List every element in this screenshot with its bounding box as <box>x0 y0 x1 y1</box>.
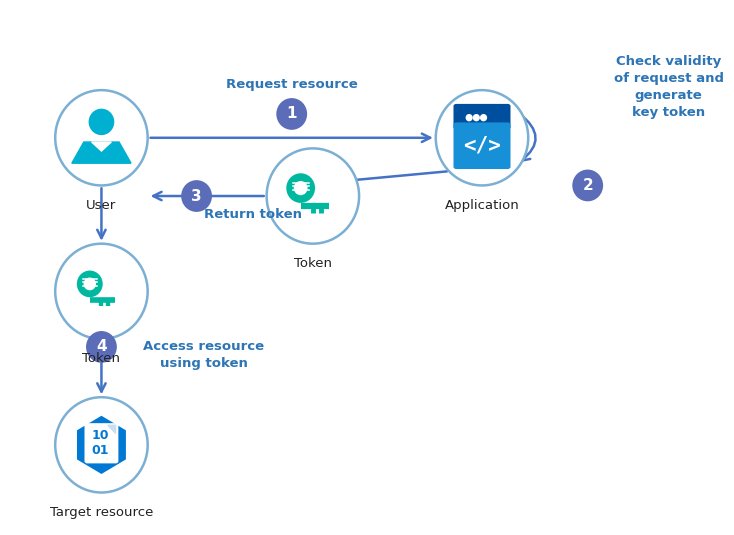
Text: User: User <box>87 198 117 212</box>
Text: Request resource: Request resource <box>226 78 357 91</box>
Text: 1: 1 <box>286 106 297 121</box>
Text: 3: 3 <box>192 188 202 203</box>
Ellipse shape <box>181 180 212 212</box>
Text: 4: 4 <box>96 339 106 354</box>
Text: Check validity
of request and
generate
key token: Check validity of request and generate k… <box>614 56 724 119</box>
Ellipse shape <box>286 173 315 203</box>
Ellipse shape <box>55 397 148 493</box>
Text: Target resource: Target resource <box>50 506 153 519</box>
Ellipse shape <box>266 148 359 243</box>
Text: Application: Application <box>445 198 520 212</box>
Ellipse shape <box>473 114 480 121</box>
FancyBboxPatch shape <box>84 423 118 463</box>
Ellipse shape <box>465 114 473 121</box>
Text: 10
01: 10 01 <box>91 429 109 457</box>
Ellipse shape <box>84 278 96 291</box>
Ellipse shape <box>89 109 115 135</box>
Text: Token: Token <box>294 257 332 270</box>
Ellipse shape <box>55 243 148 339</box>
Ellipse shape <box>55 90 148 186</box>
Text: Return token: Return token <box>204 208 302 221</box>
Ellipse shape <box>77 271 103 297</box>
Polygon shape <box>108 425 115 433</box>
Ellipse shape <box>294 181 308 195</box>
FancyBboxPatch shape <box>454 104 511 129</box>
Text: </>: </> <box>463 136 501 156</box>
Ellipse shape <box>573 170 603 201</box>
Polygon shape <box>72 142 131 163</box>
FancyBboxPatch shape <box>454 123 511 169</box>
Polygon shape <box>92 142 112 151</box>
Ellipse shape <box>276 98 307 130</box>
Ellipse shape <box>436 90 528 186</box>
Ellipse shape <box>480 114 487 121</box>
Ellipse shape <box>86 331 117 363</box>
Text: 2: 2 <box>582 178 593 193</box>
Text: Access resource
using token: Access resource using token <box>143 340 264 370</box>
Polygon shape <box>77 416 126 474</box>
Text: Token: Token <box>82 352 120 365</box>
